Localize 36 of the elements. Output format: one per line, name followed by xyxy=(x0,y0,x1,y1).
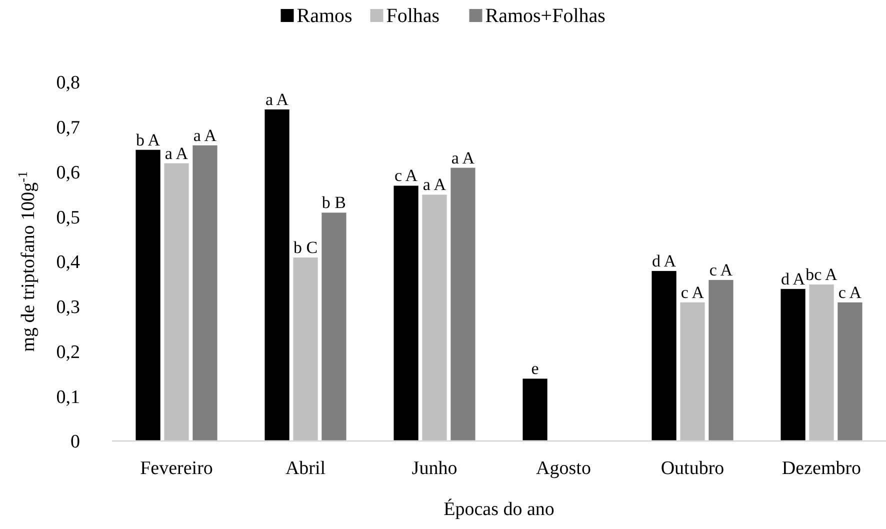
data-label: a A xyxy=(451,148,476,168)
data-label: a A xyxy=(164,144,189,163)
x-tick-label: Junho xyxy=(412,458,458,479)
x-tick-label: Outubro xyxy=(660,458,724,479)
y-tick-label: 0 xyxy=(70,432,80,453)
data-label: bc A xyxy=(806,264,838,284)
y-tick-label: 0,5 xyxy=(56,207,80,228)
y-tick-label: 0,4 xyxy=(56,252,80,274)
data-label: b C xyxy=(293,238,318,258)
data-label: c A xyxy=(838,282,862,302)
data-label: c A xyxy=(394,166,418,186)
x-tick-label: Fevereiro xyxy=(140,458,213,479)
data-label: b B xyxy=(322,193,346,212)
data-label: b A xyxy=(136,130,161,150)
y-tick-label: 0,1 xyxy=(56,386,80,408)
x-tick-label: Dezembro xyxy=(782,458,862,479)
legend-label: Folhas xyxy=(386,5,440,27)
y-tick-label: 0,7 xyxy=(56,118,80,139)
data-label: d A xyxy=(652,251,677,270)
y-tick-label: 0,8 xyxy=(56,72,80,94)
y-tick-label: 0,2 xyxy=(56,342,80,363)
y-tick-label: 0,3 xyxy=(56,297,80,318)
legend-label: Ramos+Folhas xyxy=(485,5,606,27)
legend-label: Ramos xyxy=(296,5,353,27)
data-label: a A xyxy=(422,175,447,194)
data-label: a A xyxy=(265,90,290,109)
x-axis-title: Épocas do ano xyxy=(444,498,554,520)
x-tick-label: Agosto xyxy=(536,458,591,479)
data-label: c A xyxy=(680,282,705,302)
data-label: e xyxy=(531,359,539,378)
data-label: c A xyxy=(709,260,734,280)
bar xyxy=(522,378,548,442)
data-label: d A xyxy=(780,269,806,288)
x-tick-label: Abril xyxy=(285,458,326,479)
y-tick-label: 0,6 xyxy=(56,162,80,184)
data-label: a A xyxy=(193,126,218,145)
